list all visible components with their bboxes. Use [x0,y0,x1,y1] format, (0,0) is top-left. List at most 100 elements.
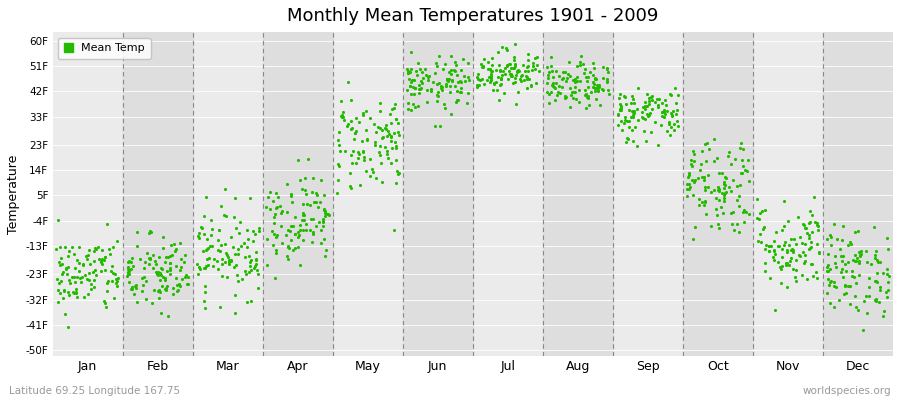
Point [769,229,783,236]
Point [775,254,789,260]
Point [314,227,328,233]
Point [375,134,390,141]
Point [379,122,393,129]
Point [448,68,463,74]
Point [202,254,216,261]
Point [559,77,573,84]
Point [389,144,403,151]
Point [229,262,243,268]
Point [616,93,631,100]
Point [880,235,895,241]
Point [753,210,768,216]
Point [843,283,858,290]
Point [758,246,772,252]
Point [774,266,788,272]
Point [761,248,776,254]
Point [702,146,716,152]
Point [142,228,157,234]
Point [762,242,777,249]
Point [618,114,633,120]
Point [881,287,896,293]
Point [753,231,768,238]
Point [518,72,533,79]
Point [709,195,724,202]
Point [852,260,867,266]
Point [560,75,574,81]
Point [57,288,71,294]
Point [175,275,189,282]
Point [586,60,600,66]
Point [280,253,294,260]
Point [429,63,444,69]
Point [552,73,566,80]
Point [380,151,394,158]
Point [591,84,606,91]
Point [827,279,842,285]
Point [280,181,294,187]
Point [50,299,65,305]
Point [684,157,698,163]
Point [122,271,136,277]
Point [680,174,695,180]
Point [576,61,590,68]
Point [191,233,205,240]
Point [775,227,789,234]
Point [716,180,731,187]
Point [404,79,419,85]
Point [144,228,158,235]
Point [507,65,521,71]
Point [80,276,94,282]
Point [321,211,336,217]
Point [346,148,361,154]
Point [249,257,264,264]
Point [126,263,140,270]
Point [224,257,238,264]
Point [197,231,211,238]
Point [228,195,242,202]
Point [75,274,89,280]
Point [430,92,445,98]
Point [218,186,232,192]
Point [69,274,84,280]
Point [774,280,788,286]
Point [796,221,810,227]
Point [521,68,535,74]
Point [212,227,226,234]
Point [293,222,308,228]
Point [552,83,566,90]
Point [153,270,167,276]
Point [483,72,498,79]
Point [836,274,850,280]
Point [845,257,859,264]
Point [444,70,458,77]
Point [717,182,732,188]
Point [142,255,157,261]
Point [351,149,365,155]
Point [356,148,370,154]
Point [878,288,893,295]
Point [143,256,157,262]
Point [482,79,497,86]
Point [331,161,346,167]
Point [800,275,814,282]
Point [830,236,844,242]
Point [106,270,121,276]
Point [624,100,638,106]
Point [826,304,841,311]
Point [360,136,374,142]
Point [660,108,674,114]
Point [392,132,406,138]
Point [138,259,152,265]
Point [483,75,498,82]
Point [771,259,786,265]
Point [802,246,816,252]
Point [850,304,864,310]
Point [428,122,442,129]
Point [508,40,522,47]
Point [651,142,665,148]
Point [387,105,401,112]
Point [664,113,679,120]
Point [349,128,364,134]
Point [461,60,475,66]
Point [521,57,535,64]
